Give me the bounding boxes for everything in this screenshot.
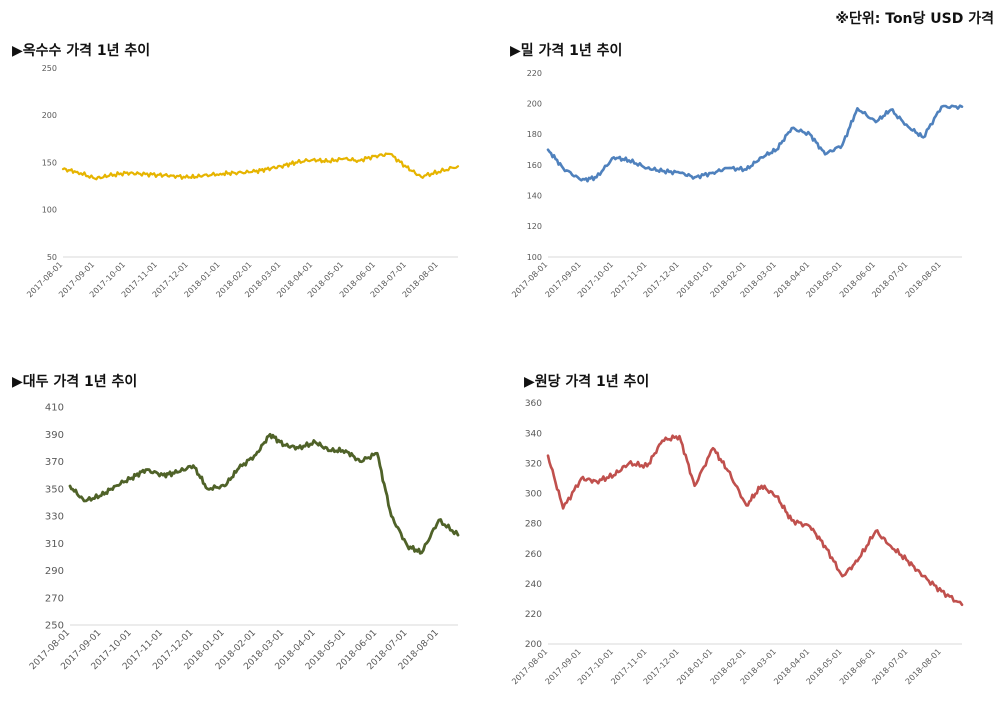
soybean-y-tick-label: 310 bbox=[45, 539, 64, 550]
soybean-y-tick-label: 410 bbox=[45, 403, 64, 414]
wheat-y-tick-label: 220 bbox=[527, 69, 542, 78]
sugar-y-tick-label: 340 bbox=[525, 429, 542, 439]
sugar-y-tick-label: 360 bbox=[525, 399, 542, 409]
corn-chart-title: ▶옥수수 가격 1년 추이 bbox=[12, 43, 151, 59]
corn-y-tick-label: 250 bbox=[42, 64, 57, 73]
sugar-y-tick-label: 240 bbox=[525, 580, 542, 590]
wheat-y-tick-label: 180 bbox=[527, 130, 542, 139]
sugar-price-line bbox=[546, 434, 964, 607]
soybean-y-tick-label: 350 bbox=[45, 484, 64, 495]
soybean-chart-title: ▶대두 가격 1년 추이 bbox=[12, 374, 138, 390]
soybean-y-tick-label: 390 bbox=[45, 430, 64, 441]
wheat-y-tick-label: 100 bbox=[527, 253, 542, 262]
soybean-y-tick-label: 270 bbox=[45, 593, 64, 604]
corn-y-tick-label: 100 bbox=[42, 206, 57, 215]
sugar-y-tick-label: 280 bbox=[525, 520, 542, 530]
sugar-y-tick-label: 260 bbox=[525, 550, 542, 560]
sugar-x-tick-label: 2018-08-01 bbox=[904, 647, 943, 686]
wheat-y-tick-label: 120 bbox=[527, 222, 542, 231]
wheat-y-tick-label: 200 bbox=[527, 99, 542, 108]
corn-y-tick-label: 50 bbox=[47, 253, 57, 262]
sugar-y-tick-label: 320 bbox=[525, 459, 542, 469]
soybean-price-line bbox=[68, 432, 460, 555]
sugar-chart-title: ▶원당 가격 1년 추이 bbox=[524, 374, 650, 390]
wheat-y-tick-label: 140 bbox=[527, 191, 542, 200]
sugar-y-tick-label: 200 bbox=[525, 640, 542, 650]
wheat-chart-title: ▶밀 가격 1년 추이 bbox=[510, 43, 623, 59]
wheat-y-tick-label: 160 bbox=[527, 161, 542, 170]
sugar-y-tick-label: 300 bbox=[525, 490, 542, 500]
soybean-y-tick-label: 290 bbox=[45, 566, 64, 577]
corn-y-tick-label: 150 bbox=[42, 158, 57, 167]
wheat-x-tick-label: 2018-08-01 bbox=[904, 260, 943, 299]
unit-note: ※단위: Ton당 USD 가격 bbox=[835, 11, 994, 27]
soybean-y-tick-label: 330 bbox=[45, 512, 64, 523]
soybean-y-tick-label: 370 bbox=[45, 457, 64, 468]
corn-y-tick-label: 200 bbox=[42, 111, 57, 120]
wheat-price-line bbox=[546, 104, 964, 183]
corn-price-line bbox=[61, 152, 460, 181]
sugar-y-tick-label: 220 bbox=[525, 610, 542, 620]
soybean-y-tick-label: 250 bbox=[45, 621, 64, 632]
